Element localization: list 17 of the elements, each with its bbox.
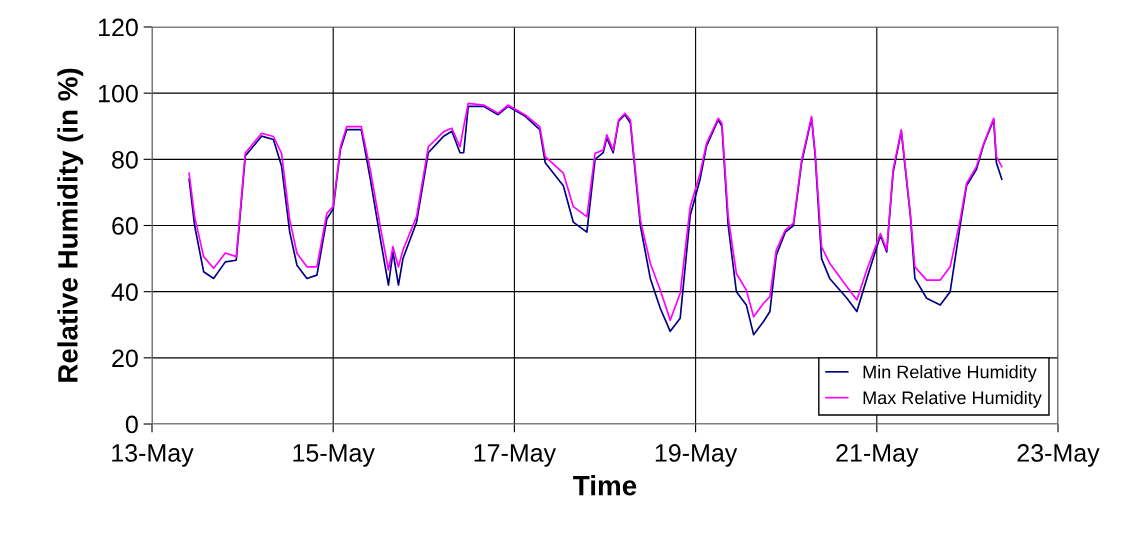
legend-label: Min Relative Humidity xyxy=(863,365,1037,382)
y-tick-label: 100 xyxy=(99,84,138,103)
y-tick-label: 20 xyxy=(112,349,138,368)
y-tick-label: 120 xyxy=(99,18,138,37)
x-tick-label: 21-May xyxy=(836,444,919,467)
x-tick-label: 19-May xyxy=(655,444,738,467)
x-axis-title: Time xyxy=(573,475,637,496)
legend-label: Max Relative Humidity xyxy=(863,390,1042,408)
y-axis-title: Relative Humidity (in %) xyxy=(57,68,84,382)
y-tick-label: 80 xyxy=(112,150,138,169)
x-tick-label: 17-May xyxy=(474,444,557,467)
x-tick-label: 23-May xyxy=(1017,444,1100,467)
y-tick-label: 0 xyxy=(125,415,138,434)
y-tick-label: 40 xyxy=(111,283,138,301)
x-tick-label: 13-May xyxy=(112,444,194,467)
x-tick-label: 15-May xyxy=(293,444,375,467)
y-tick-label: 60 xyxy=(112,217,138,235)
